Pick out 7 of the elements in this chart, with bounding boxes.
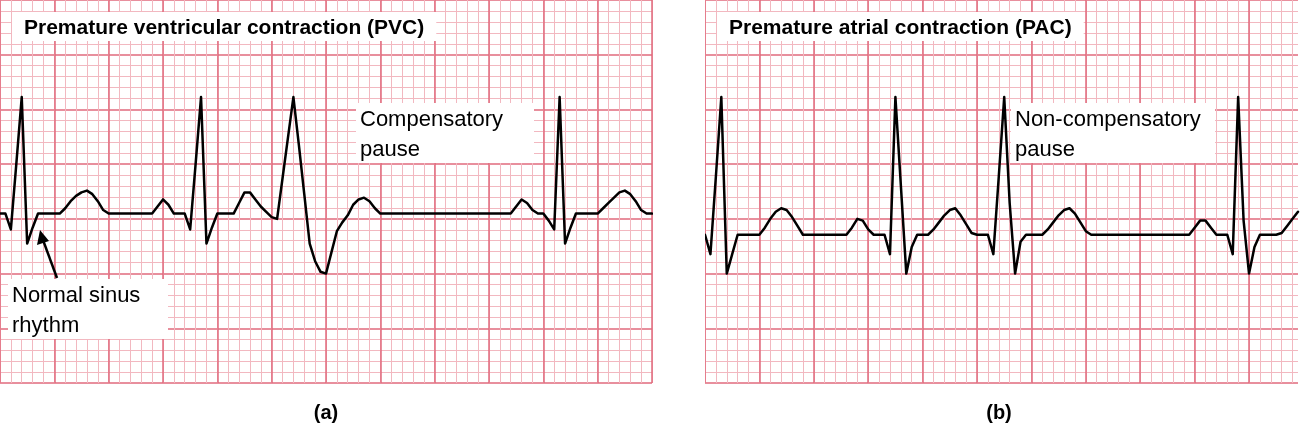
text: Normal sinus rhythm	[12, 281, 147, 337]
annotation: Non-compensatory pause	[1015, 105, 1207, 161]
text: (a)	[313, 401, 339, 423]
chart-title: Premature ventricular contraction (PVC)	[24, 15, 425, 38]
text: (b)	[986, 401, 1012, 423]
annotation: Compensatory pause	[360, 105, 510, 161]
chart-title: Premature atrial contraction (PAC)	[729, 15, 1072, 38]
